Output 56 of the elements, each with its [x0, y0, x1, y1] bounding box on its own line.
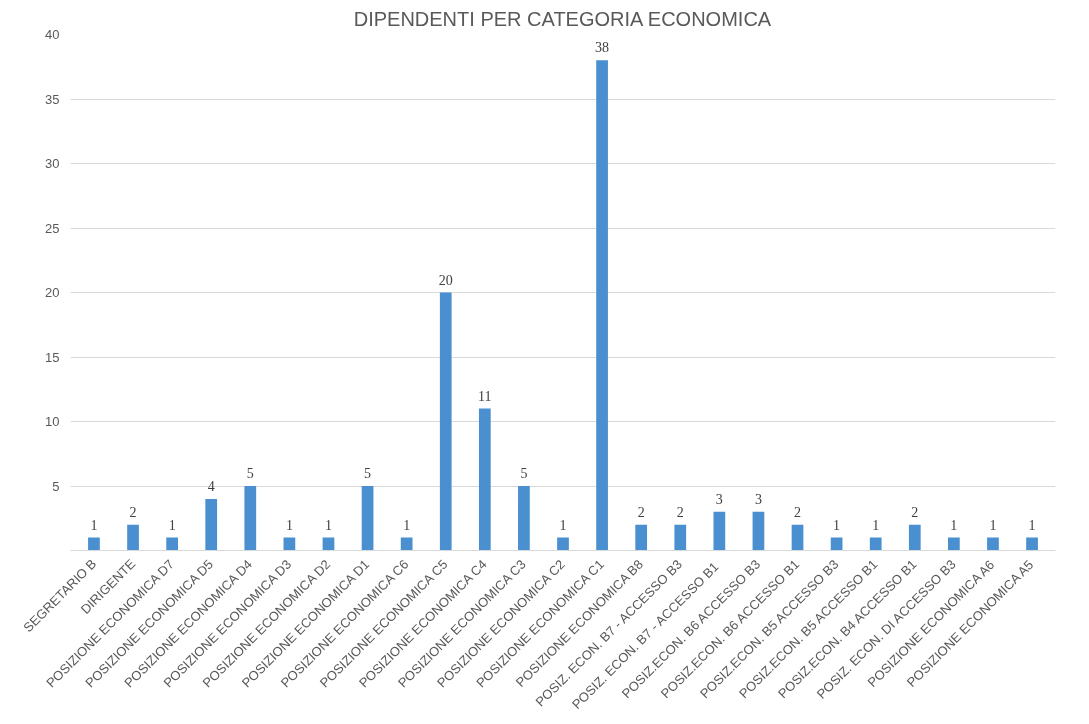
y-tick-label: 30 — [45, 156, 60, 171]
y-tick-label: 25 — [45, 220, 60, 236]
bar — [948, 537, 960, 551]
data-label: 1 — [1028, 517, 1036, 533]
data-label: 1 — [559, 517, 567, 533]
data-label: 2 — [794, 504, 802, 520]
data-label: 1 — [324, 517, 332, 533]
bar — [166, 537, 178, 551]
data-label: 1 — [90, 517, 98, 533]
data-label: 1 — [989, 517, 997, 533]
data-label: 2 — [637, 504, 645, 520]
data-label: 5 — [520, 466, 528, 481]
bar — [908, 524, 921, 551]
chart-title: DIPENDENTI PER CATEGORIA ECONOMICA — [353, 7, 772, 30]
y-tick-label: 40 — [45, 27, 60, 42]
y-tick-label: 15 — [45, 349, 60, 365]
bar — [439, 292, 452, 551]
data-label: 5 — [364, 466, 372, 481]
data-label: 1 — [833, 517, 841, 533]
bar — [713, 511, 726, 551]
y-tick-label: 5 — [52, 478, 60, 494]
data-label: 1 — [168, 517, 176, 533]
bar — [205, 498, 218, 551]
data-label: 5 — [246, 466, 254, 481]
bar — [791, 524, 804, 551]
data-label: 2 — [676, 504, 684, 520]
bar — [557, 537, 569, 551]
bar — [869, 537, 882, 551]
bar — [478, 408, 491, 551]
y-tick-label: 10 — [45, 414, 60, 429]
data-label: 1 — [285, 517, 293, 533]
data-label: 3 — [715, 491, 723, 507]
data-label: 38 — [595, 40, 610, 56]
bar — [1026, 537, 1038, 551]
bar — [518, 486, 530, 551]
data-label: 3 — [754, 491, 762, 507]
bar — [635, 524, 648, 551]
bar — [674, 524, 687, 551]
y-tick-label: 20 — [45, 285, 60, 300]
bar — [88, 537, 100, 551]
data-label: 1 — [872, 517, 880, 533]
bar — [400, 537, 413, 551]
data-label: 2 — [911, 504, 919, 520]
y-tick-label: 35 — [45, 91, 60, 107]
data-label: 20 — [438, 272, 453, 288]
bar — [244, 486, 257, 551]
bar — [596, 60, 608, 551]
bar — [361, 486, 374, 551]
data-label: 1 — [950, 517, 958, 533]
bar — [752, 511, 765, 551]
data-label: 1 — [403, 517, 411, 533]
bar — [987, 537, 999, 551]
data-label: 11 — [478, 388, 492, 404]
bar — [127, 524, 139, 551]
data-label: 2 — [129, 504, 137, 520]
data-label: 4 — [207, 478, 215, 494]
